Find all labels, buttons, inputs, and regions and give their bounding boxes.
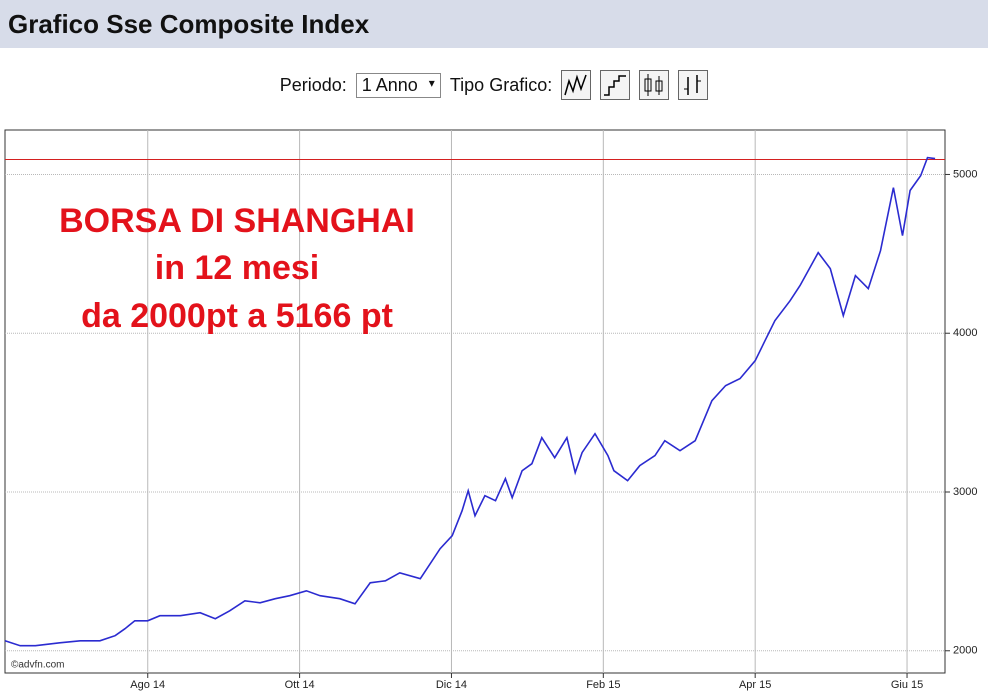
period-label: Periodo: bbox=[279, 74, 347, 95]
y-tick-label: 4000 bbox=[953, 327, 977, 339]
x-tick-label: Apr 15 bbox=[739, 679, 771, 691]
controls: Periodo: 1 Anno Tipo Grafico: bbox=[0, 70, 988, 100]
candle-chart-button[interactable] bbox=[639, 70, 670, 100]
line-chart-button[interactable] bbox=[561, 70, 592, 100]
x-tick-label: Ago 14 bbox=[130, 679, 165, 691]
x-tick-label: Dic 14 bbox=[436, 679, 467, 691]
price-line bbox=[4, 156, 936, 647]
annotation: BORSA DI SHANGHAI bbox=[59, 202, 415, 240]
page-title: Grafico Sse Composite Index bbox=[8, 9, 370, 39]
annotation: in 12 mesi bbox=[155, 249, 319, 287]
y-tick-label: 3000 bbox=[953, 486, 977, 498]
x-tick-label: Giu 15 bbox=[891, 679, 923, 691]
period-select[interactable]: 1 Anno bbox=[355, 72, 441, 98]
x-tick-label: Feb 15 bbox=[586, 679, 620, 691]
y-tick-label: 2000 bbox=[953, 645, 977, 657]
ohlc-chart-button[interactable] bbox=[678, 70, 709, 100]
header: Grafico Sse Composite Index bbox=[0, 0, 988, 48]
chart: 2000 3000 4000 5000 Ago 14 Ott 14 Dic 14 Feb 15… bbox=[4, 129, 977, 691]
area-chart-button[interactable] bbox=[600, 70, 631, 100]
type-label: Tipo Grafico: bbox=[449, 74, 553, 95]
x-tick-label: Ott 14 bbox=[285, 679, 315, 691]
annotation: da 2000pt a 5166 pt bbox=[81, 297, 393, 335]
plot-frame bbox=[4, 129, 946, 674]
y-tick-label: 5000 bbox=[953, 168, 977, 180]
watermark: ©advfn.com bbox=[11, 660, 65, 671]
